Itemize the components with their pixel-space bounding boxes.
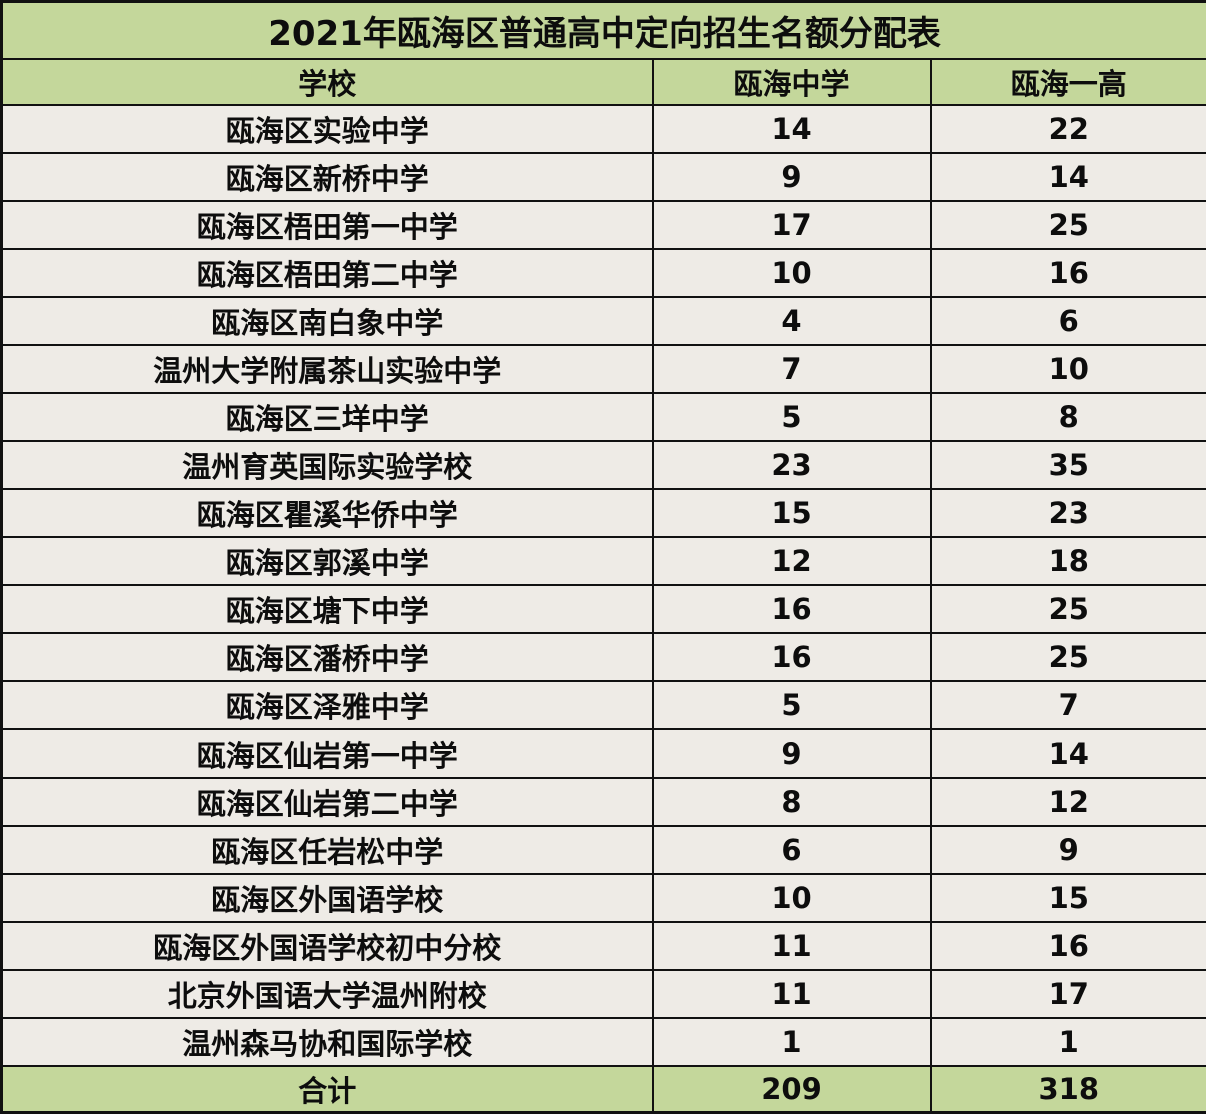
quota-ouhai-yigao: 23: [929, 488, 1206, 539]
table-row: 北京外国语大学温州附校 11 17: [0, 968, 1206, 1019]
quota-ouhai-zhongxue: 17: [651, 200, 932, 251]
table-row: 瓯海区实验中学 14 22: [0, 104, 1206, 155]
table-row: 瓯海区潘桥中学 16 25: [0, 632, 1206, 683]
school-name: 瓯海区三垟中学: [0, 392, 654, 443]
quota-ouhai-yigao: 9: [929, 824, 1206, 875]
table-row: 瓯海区新桥中学 9 14: [0, 152, 1206, 203]
school-name: 瓯海区任岩松中学: [0, 824, 654, 875]
school-name: 瓯海区仙岩第一中学: [0, 728, 654, 779]
school-name: 温州育英国际实验学校: [0, 440, 654, 491]
table-row: 瓯海区梧田第二中学 10 16: [0, 248, 1206, 299]
header-ouhai-zhongxue: 瓯海中学: [651, 58, 932, 107]
school-name: 温州森马协和国际学校: [0, 1016, 654, 1067]
school-name: 瓯海区实验中学: [0, 104, 654, 155]
quota-ouhai-yigao: 16: [929, 920, 1206, 971]
quota-ouhai-zhongxue: 8: [651, 776, 932, 827]
quota-ouhai-yigao: 22: [929, 104, 1206, 155]
school-name: 瓯海区外国语学校初中分校: [0, 920, 654, 971]
school-name: 北京外国语大学温州附校: [0, 968, 654, 1019]
quota-ouhai-zhongxue: 12: [651, 536, 932, 587]
quota-ouhai-zhongxue: 11: [651, 968, 932, 1019]
quota-ouhai-zhongxue: 9: [651, 728, 932, 779]
quota-ouhai-zhongxue: 5: [651, 680, 932, 731]
table-row: 瓯海区泽雅中学 5 7: [0, 680, 1206, 731]
school-name: 瓯海区梧田第一中学: [0, 200, 654, 251]
school-name: 瓯海区南白象中学: [0, 296, 654, 347]
table-row: 瓯海区郭溪中学 12 18: [0, 536, 1206, 587]
quota-ouhai-yigao: 25: [929, 632, 1206, 683]
table-row: 瓯海区三垟中学 5 8: [0, 392, 1206, 443]
table-row: 温州大学附属茶山实验中学 7 10: [0, 344, 1206, 395]
quota-ouhai-zhongxue: 14: [651, 104, 932, 155]
total-ouhai-yigao: 318: [929, 1064, 1206, 1114]
school-name: 瓯海区泽雅中学: [0, 680, 654, 731]
quota-ouhai-yigao: 25: [929, 200, 1206, 251]
table-row: 瓯海区外国语学校 10 15: [0, 872, 1206, 923]
quota-ouhai-zhongxue: 11: [651, 920, 932, 971]
quota-ouhai-yigao: 18: [929, 536, 1206, 587]
quota-ouhai-yigao: 14: [929, 152, 1206, 203]
table-row: 瓯海区塘下中学 16 25: [0, 584, 1206, 635]
quota-ouhai-zhongxue: 1: [651, 1016, 932, 1067]
total-ouhai-zhongxue: 209: [651, 1064, 932, 1114]
school-name: 瓯海区塘下中学: [0, 584, 654, 635]
school-name: 瓯海区瞿溪华侨中学: [0, 488, 654, 539]
school-name: 瓯海区梧田第二中学: [0, 248, 654, 299]
quota-ouhai-zhongxue: 23: [651, 440, 932, 491]
quota-ouhai-yigao: 35: [929, 440, 1206, 491]
quota-ouhai-yigao: 25: [929, 584, 1206, 635]
quota-ouhai-zhongxue: 16: [651, 584, 932, 635]
table-row: 瓯海区任岩松中学 6 9: [0, 824, 1206, 875]
table-row: 温州森马协和国际学校 1 1: [0, 1016, 1206, 1067]
quota-ouhai-zhongxue: 9: [651, 152, 932, 203]
quota-ouhai-zhongxue: 10: [651, 872, 932, 923]
school-name: 瓯海区潘桥中学: [0, 632, 654, 683]
header-school: 学校: [0, 58, 654, 107]
table-row: 温州育英国际实验学校 23 35: [0, 440, 1206, 491]
quota-ouhai-zhongxue: 5: [651, 392, 932, 443]
quota-ouhai-yigao: 15: [929, 872, 1206, 923]
table-row: 瓯海区外国语学校初中分校 11 16: [0, 920, 1206, 971]
quota-ouhai-yigao: 14: [929, 728, 1206, 779]
quota-ouhai-zhongxue: 10: [651, 248, 932, 299]
table-row: 瓯海区仙岩第二中学 8 12: [0, 776, 1206, 827]
quota-ouhai-zhongxue: 7: [651, 344, 932, 395]
table-row: 瓯海区梧田第一中学 17 25: [0, 200, 1206, 251]
title-row: 2021年瓯海区普通高中定向招生名额分配表: [0, 0, 1206, 61]
quota-ouhai-yigao: 6: [929, 296, 1206, 347]
quota-ouhai-yigao: 1: [929, 1016, 1206, 1067]
quota-ouhai-zhongxue: 15: [651, 488, 932, 539]
quota-ouhai-yigao: 10: [929, 344, 1206, 395]
total-row: 合计 209 318: [0, 1064, 1206, 1114]
quota-ouhai-zhongxue: 16: [651, 632, 932, 683]
school-name: 瓯海区郭溪中学: [0, 536, 654, 587]
quota-ouhai-yigao: 7: [929, 680, 1206, 731]
table-row: 瓯海区瞿溪华侨中学 15 23: [0, 488, 1206, 539]
total-label: 合计: [0, 1064, 654, 1114]
header-row: 学校 瓯海中学 瓯海一高: [0, 58, 1206, 107]
quota-ouhai-zhongxue: 4: [651, 296, 932, 347]
quota-ouhai-yigao: 8: [929, 392, 1206, 443]
quota-ouhai-zhongxue: 6: [651, 824, 932, 875]
quota-ouhai-yigao: 16: [929, 248, 1206, 299]
school-name: 温州大学附属茶山实验中学: [0, 344, 654, 395]
table-row: 瓯海区仙岩第一中学 9 14: [0, 728, 1206, 779]
header-ouhai-yigao: 瓯海一高: [929, 58, 1206, 107]
table-title: 2021年瓯海区普通高中定向招生名额分配表: [0, 0, 1206, 61]
quota-ouhai-yigao: 12: [929, 776, 1206, 827]
table-row: 瓯海区南白象中学 4 6: [0, 296, 1206, 347]
school-name: 瓯海区外国语学校: [0, 872, 654, 923]
school-name: 瓯海区仙岩第二中学: [0, 776, 654, 827]
school-name: 瓯海区新桥中学: [0, 152, 654, 203]
quota-ouhai-yigao: 17: [929, 968, 1206, 1019]
